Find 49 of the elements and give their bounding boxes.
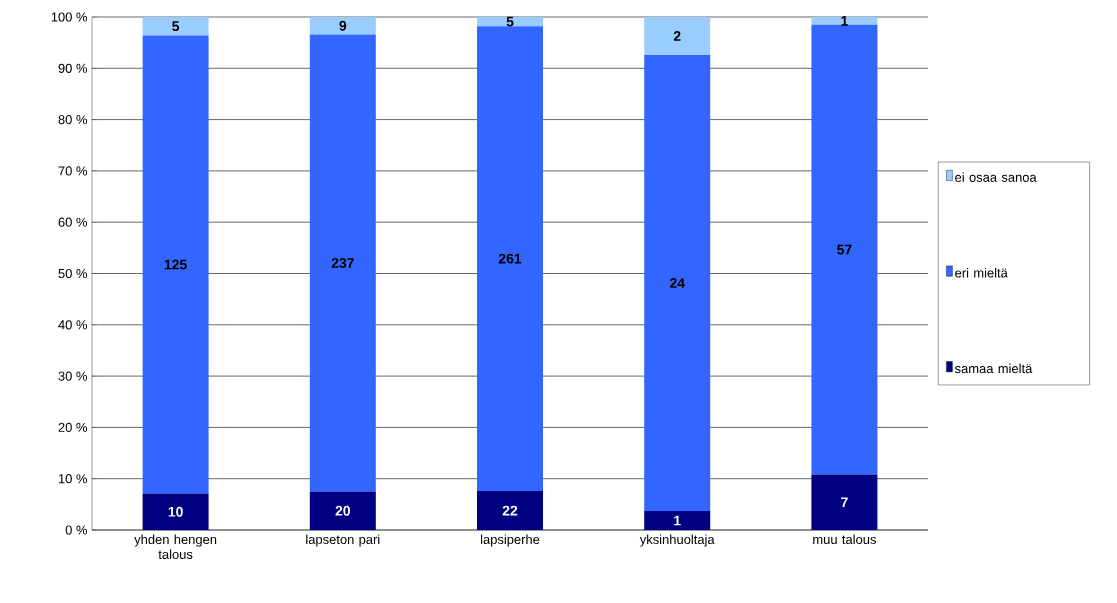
annotation: 22 [502, 505, 518, 516]
annotation: 5 [506, 16, 514, 27]
bar [811, 16, 878, 25]
annotation: 2 [673, 31, 681, 41]
bar [142, 16, 209, 36]
legend-label: samaa mieltä [954, 363, 1033, 374]
annotation: 20 [335, 505, 350, 516]
y-tick-label: 20 % [58, 422, 88, 432]
x-tick-label: yhden hengen talous [134, 534, 217, 559]
y-tick-label: 100 % [51, 12, 88, 22]
bar [309, 34, 376, 492]
annotation: 237 [331, 258, 354, 268]
bar [309, 491, 376, 530]
annotation: 261 [498, 253, 522, 264]
annotation: 7 [841, 497, 848, 508]
annotation: 57 [837, 244, 852, 255]
legend-label: eri mieltä [955, 267, 1008, 278]
x-tick-label: yksinhuoltaja [639, 534, 715, 547]
y-tick-label: 80 % [58, 115, 88, 125]
bar [142, 493, 209, 530]
x-tick-label: muu talous [813, 534, 876, 545]
annotation: 1 [841, 16, 848, 26]
annotation: 125 [164, 259, 187, 270]
bar [644, 16, 711, 55]
annotation: 9 [339, 20, 347, 31]
x-tick-label: lapsiperhe [481, 534, 540, 547]
y-tick-label: 10 % [58, 474, 88, 484]
y-tick-label: 30 % [58, 371, 88, 381]
y-tick-label: 0 % [65, 525, 88, 535]
annotation: 10 [168, 506, 183, 517]
annotation: 1 [674, 515, 681, 526]
annotation: 5 [172, 21, 180, 32]
bar [477, 26, 543, 492]
bar [811, 24, 878, 475]
legend-label: ei osaa sanoa [955, 172, 1037, 182]
bar [309, 16, 376, 35]
y-tick-label: 70 % [58, 166, 88, 176]
y-tick-label: 60 % [58, 217, 88, 227]
x-tick-label: lapseton pari [306, 534, 380, 547]
bar [811, 474, 878, 530]
y-tick-label: 50 % [58, 268, 88, 279]
bar [142, 35, 209, 494]
annotation: 24 [669, 278, 685, 288]
bar [477, 491, 543, 530]
y-tick-label: 90 % [58, 63, 88, 73]
bar [644, 511, 711, 530]
bar [477, 16, 543, 27]
y-tick-label: 40 % [58, 320, 88, 330]
bar [644, 54, 711, 512]
